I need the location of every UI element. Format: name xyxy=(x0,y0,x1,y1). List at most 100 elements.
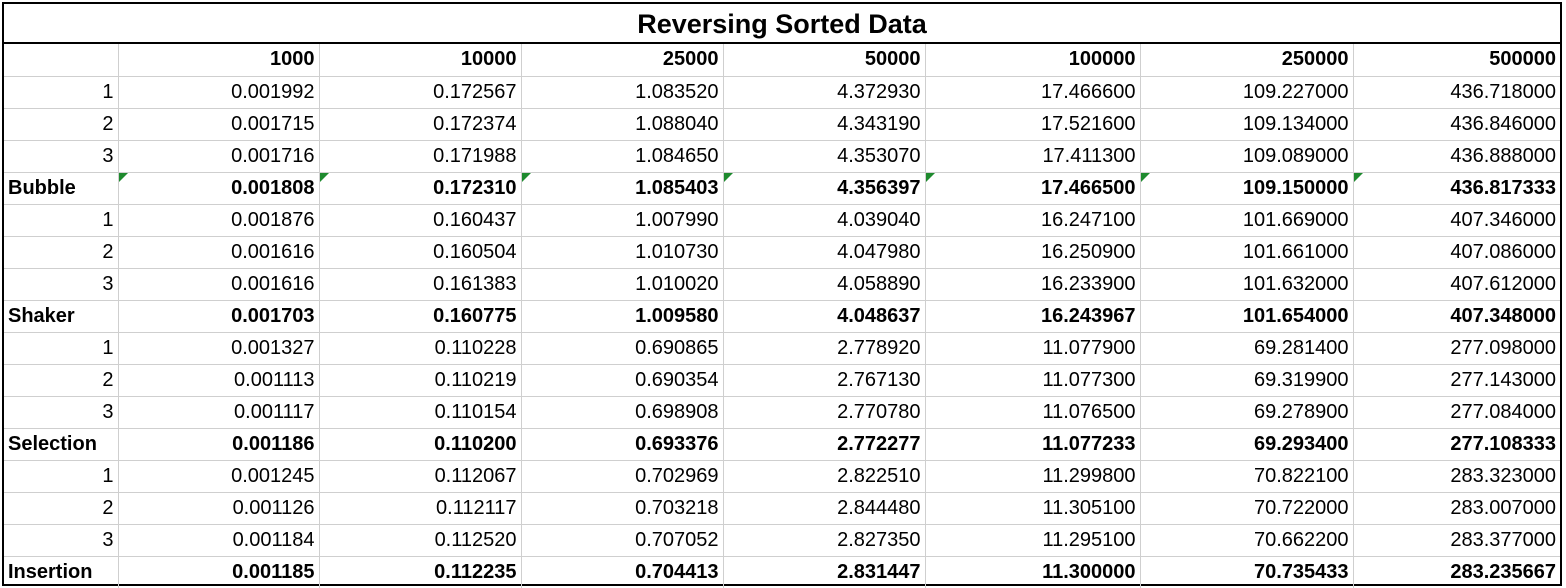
average-cell[interactable]: 17.466500 xyxy=(925,172,1141,205)
value-cell[interactable]: 0.172374 xyxy=(319,108,522,141)
value-cell[interactable]: 0.001715 xyxy=(118,108,320,141)
value-cell[interactable]: 1.010020 xyxy=(521,268,724,301)
value-cell[interactable]: 0.171988 xyxy=(319,140,522,173)
column-header-50000[interactable]: 50000 xyxy=(723,44,926,77)
value-cell[interactable]: 70.662200 xyxy=(1140,524,1354,557)
value-cell[interactable]: 0.001126 xyxy=(118,492,320,525)
value-cell[interactable]: 2.778920 xyxy=(723,332,926,365)
value-cell[interactable]: 2.844480 xyxy=(723,492,926,525)
value-cell[interactable]: 101.661000 xyxy=(1140,236,1354,269)
column-header-100000[interactable]: 100000 xyxy=(925,44,1141,77)
average-cell[interactable]: 0.001808 xyxy=(118,172,320,205)
value-cell[interactable]: 109.134000 xyxy=(1140,108,1354,141)
value-cell[interactable]: 0.172567 xyxy=(319,76,522,109)
average-cell[interactable]: 4.048637 xyxy=(723,300,926,333)
value-cell[interactable]: 2.767130 xyxy=(723,364,926,397)
average-cell[interactable]: 0.172310 xyxy=(319,172,522,205)
value-cell[interactable]: 407.346000 xyxy=(1353,204,1560,237)
value-cell[interactable]: 0.110219 xyxy=(319,364,522,397)
average-cell[interactable]: 2.772277 xyxy=(723,428,926,461)
value-cell[interactable]: 11.305100 xyxy=(925,492,1141,525)
value-cell[interactable]: 101.669000 xyxy=(1140,204,1354,237)
value-cell[interactable]: 2.827350 xyxy=(723,524,926,557)
value-cell[interactable]: 1.088040 xyxy=(521,108,724,141)
value-cell[interactable]: 16.247100 xyxy=(925,204,1141,237)
run-label[interactable]: 2 xyxy=(4,108,119,141)
value-cell[interactable]: 4.039040 xyxy=(723,204,926,237)
algorithm-label[interactable]: Bubble xyxy=(4,172,119,205)
value-cell[interactable]: 0.001245 xyxy=(118,460,320,493)
value-cell[interactable]: 0.703218 xyxy=(521,492,724,525)
value-cell[interactable]: 109.227000 xyxy=(1140,76,1354,109)
run-label[interactable]: 1 xyxy=(4,204,119,237)
run-label[interactable]: 3 xyxy=(4,268,119,301)
value-cell[interactable]: 2.770780 xyxy=(723,396,926,429)
algorithm-label[interactable]: Insertion xyxy=(4,556,119,588)
value-cell[interactable]: 0.001184 xyxy=(118,524,320,557)
value-cell[interactable]: 0.112067 xyxy=(319,460,522,493)
value-cell[interactable]: 11.077300 xyxy=(925,364,1141,397)
value-cell[interactable]: 11.299800 xyxy=(925,460,1141,493)
value-cell[interactable]: 17.521600 xyxy=(925,108,1141,141)
average-cell[interactable]: 0.693376 xyxy=(521,428,724,461)
value-cell[interactable]: 16.233900 xyxy=(925,268,1141,301)
value-cell[interactable]: 277.143000 xyxy=(1353,364,1560,397)
value-cell[interactable]: 0.160437 xyxy=(319,204,522,237)
value-cell[interactable]: 11.076500 xyxy=(925,396,1141,429)
run-label[interactable]: 1 xyxy=(4,76,119,109)
value-cell[interactable]: 1.083520 xyxy=(521,76,724,109)
value-cell[interactable]: 70.822100 xyxy=(1140,460,1354,493)
value-cell[interactable]: 0.160504 xyxy=(319,236,522,269)
value-cell[interactable]: 4.372930 xyxy=(723,76,926,109)
average-cell[interactable]: 407.348000 xyxy=(1353,300,1560,333)
average-cell[interactable]: 1.085403 xyxy=(521,172,724,205)
average-cell[interactable]: 11.300000 xyxy=(925,556,1141,588)
run-label[interactable]: 3 xyxy=(4,524,119,557)
value-cell[interactable]: 0.110154 xyxy=(319,396,522,429)
algorithm-label[interactable]: Selection xyxy=(4,428,119,461)
column-header-250000[interactable]: 250000 xyxy=(1140,44,1354,77)
average-cell[interactable]: 109.150000 xyxy=(1140,172,1354,205)
run-label[interactable]: 1 xyxy=(4,332,119,365)
value-cell[interactable]: 0.112520 xyxy=(319,524,522,557)
value-cell[interactable]: 1.084650 xyxy=(521,140,724,173)
value-cell[interactable]: 11.295100 xyxy=(925,524,1141,557)
average-cell[interactable]: 70.735433 xyxy=(1140,556,1354,588)
value-cell[interactable]: 16.250900 xyxy=(925,236,1141,269)
value-cell[interactable]: 69.319900 xyxy=(1140,364,1354,397)
average-cell[interactable]: 1.009580 xyxy=(521,300,724,333)
average-cell[interactable]: 436.817333 xyxy=(1353,172,1560,205)
run-label[interactable]: 3 xyxy=(4,140,119,173)
value-cell[interactable]: 0.698908 xyxy=(521,396,724,429)
value-cell[interactable]: 4.058890 xyxy=(723,268,926,301)
value-cell[interactable]: 0.001616 xyxy=(118,236,320,269)
run-label[interactable]: 2 xyxy=(4,236,119,269)
value-cell[interactable]: 69.278900 xyxy=(1140,396,1354,429)
value-cell[interactable]: 0.702969 xyxy=(521,460,724,493)
value-cell[interactable]: 0.112117 xyxy=(319,492,522,525)
column-header-10000[interactable]: 10000 xyxy=(319,44,522,77)
value-cell[interactable]: 0.001327 xyxy=(118,332,320,365)
value-cell[interactable]: 17.466600 xyxy=(925,76,1141,109)
average-cell[interactable]: 0.001703 xyxy=(118,300,320,333)
average-cell[interactable]: 0.001185 xyxy=(118,556,320,588)
value-cell[interactable]: 0.110228 xyxy=(319,332,522,365)
run-label[interactable]: 3 xyxy=(4,396,119,429)
column-header-500000[interactable]: 500000 xyxy=(1353,44,1560,77)
value-cell[interactable]: 277.084000 xyxy=(1353,396,1560,429)
average-cell[interactable]: 0.001186 xyxy=(118,428,320,461)
run-label[interactable]: 2 xyxy=(4,364,119,397)
value-cell[interactable]: 0.690354 xyxy=(521,364,724,397)
value-cell[interactable]: 1.007990 xyxy=(521,204,724,237)
average-cell[interactable]: 2.831447 xyxy=(723,556,926,588)
value-cell[interactable]: 2.822510 xyxy=(723,460,926,493)
average-cell[interactable]: 0.160775 xyxy=(319,300,522,333)
algorithm-label[interactable]: Shaker xyxy=(4,300,119,333)
value-cell[interactable]: 436.846000 xyxy=(1353,108,1560,141)
value-cell[interactable]: 0.001876 xyxy=(118,204,320,237)
column-header-25000[interactable]: 25000 xyxy=(521,44,724,77)
value-cell[interactable]: 436.888000 xyxy=(1353,140,1560,173)
value-cell[interactable]: 109.089000 xyxy=(1140,140,1354,173)
value-cell[interactable]: 1.010730 xyxy=(521,236,724,269)
run-label[interactable]: 2 xyxy=(4,492,119,525)
